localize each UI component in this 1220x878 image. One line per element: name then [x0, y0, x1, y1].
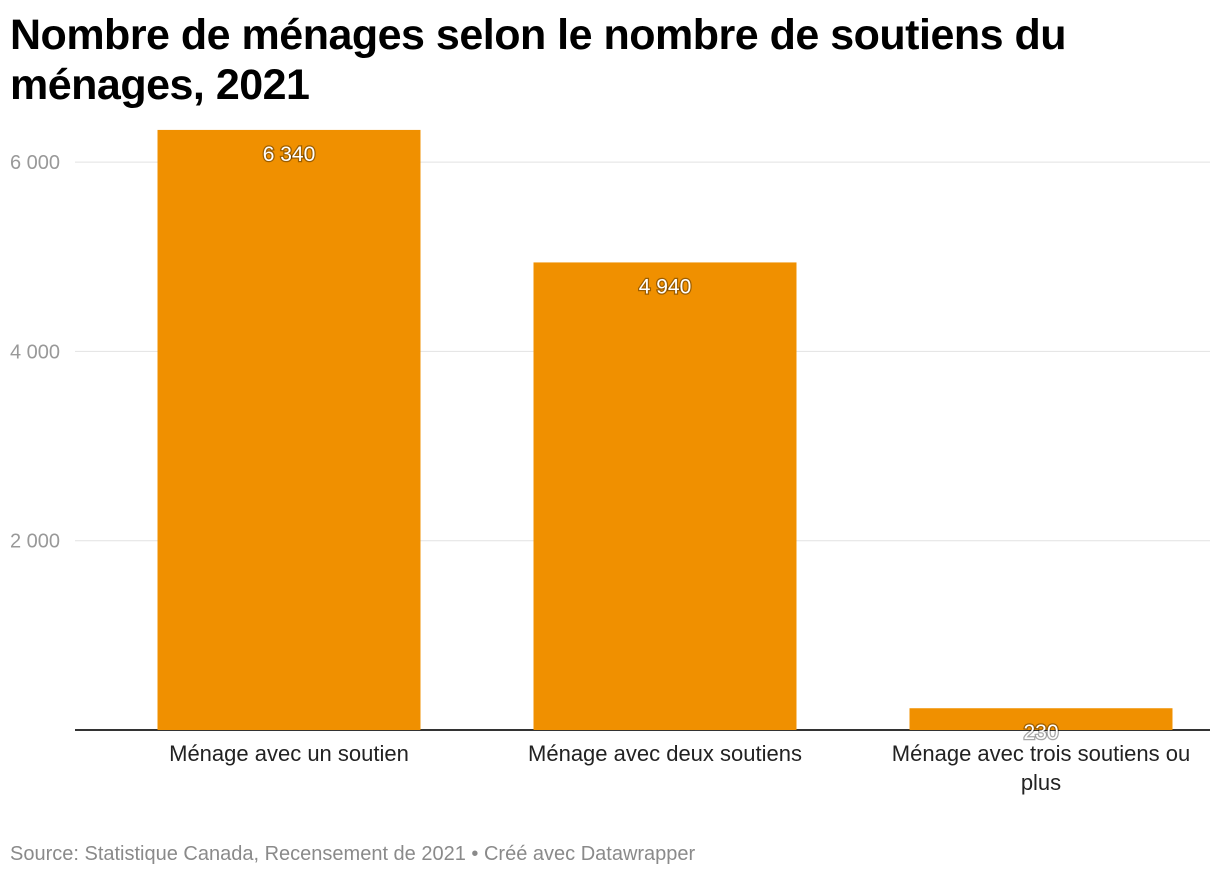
- source-text: Source: Statistique Canada, Recensement …: [10, 843, 466, 865]
- credit-text: Créé avec Datawrapper: [483, 843, 696, 865]
- x-category-label: Ménage avec un soutien: [169, 741, 409, 766]
- footer-separator: •: [465, 843, 484, 865]
- bar: [157, 129, 421, 730]
- bar-value-label: 230: [1023, 721, 1058, 744]
- x-category-label: Ménage avec trois soutiens ou plus: [892, 741, 1190, 795]
- bars: [157, 129, 1173, 730]
- bar: [533, 262, 797, 730]
- x-category-label: Ménage avec deux soutiens: [528, 741, 802, 766]
- bar: [909, 708, 1173, 730]
- y-tick-label: 4 000: [10, 341, 60, 363]
- y-tick-label: 2 000: [10, 531, 60, 553]
- chart-footer: Source: Statistique Canada, Recensement …: [10, 843, 695, 866]
- y-tick-label: 6 000: [10, 152, 60, 174]
- chart-title: Nombre de ménages selon le nombre de sou…: [10, 11, 1067, 109]
- bar-value-label: 4 940: [639, 275, 692, 298]
- bar-value-label: 6 340: [263, 143, 316, 166]
